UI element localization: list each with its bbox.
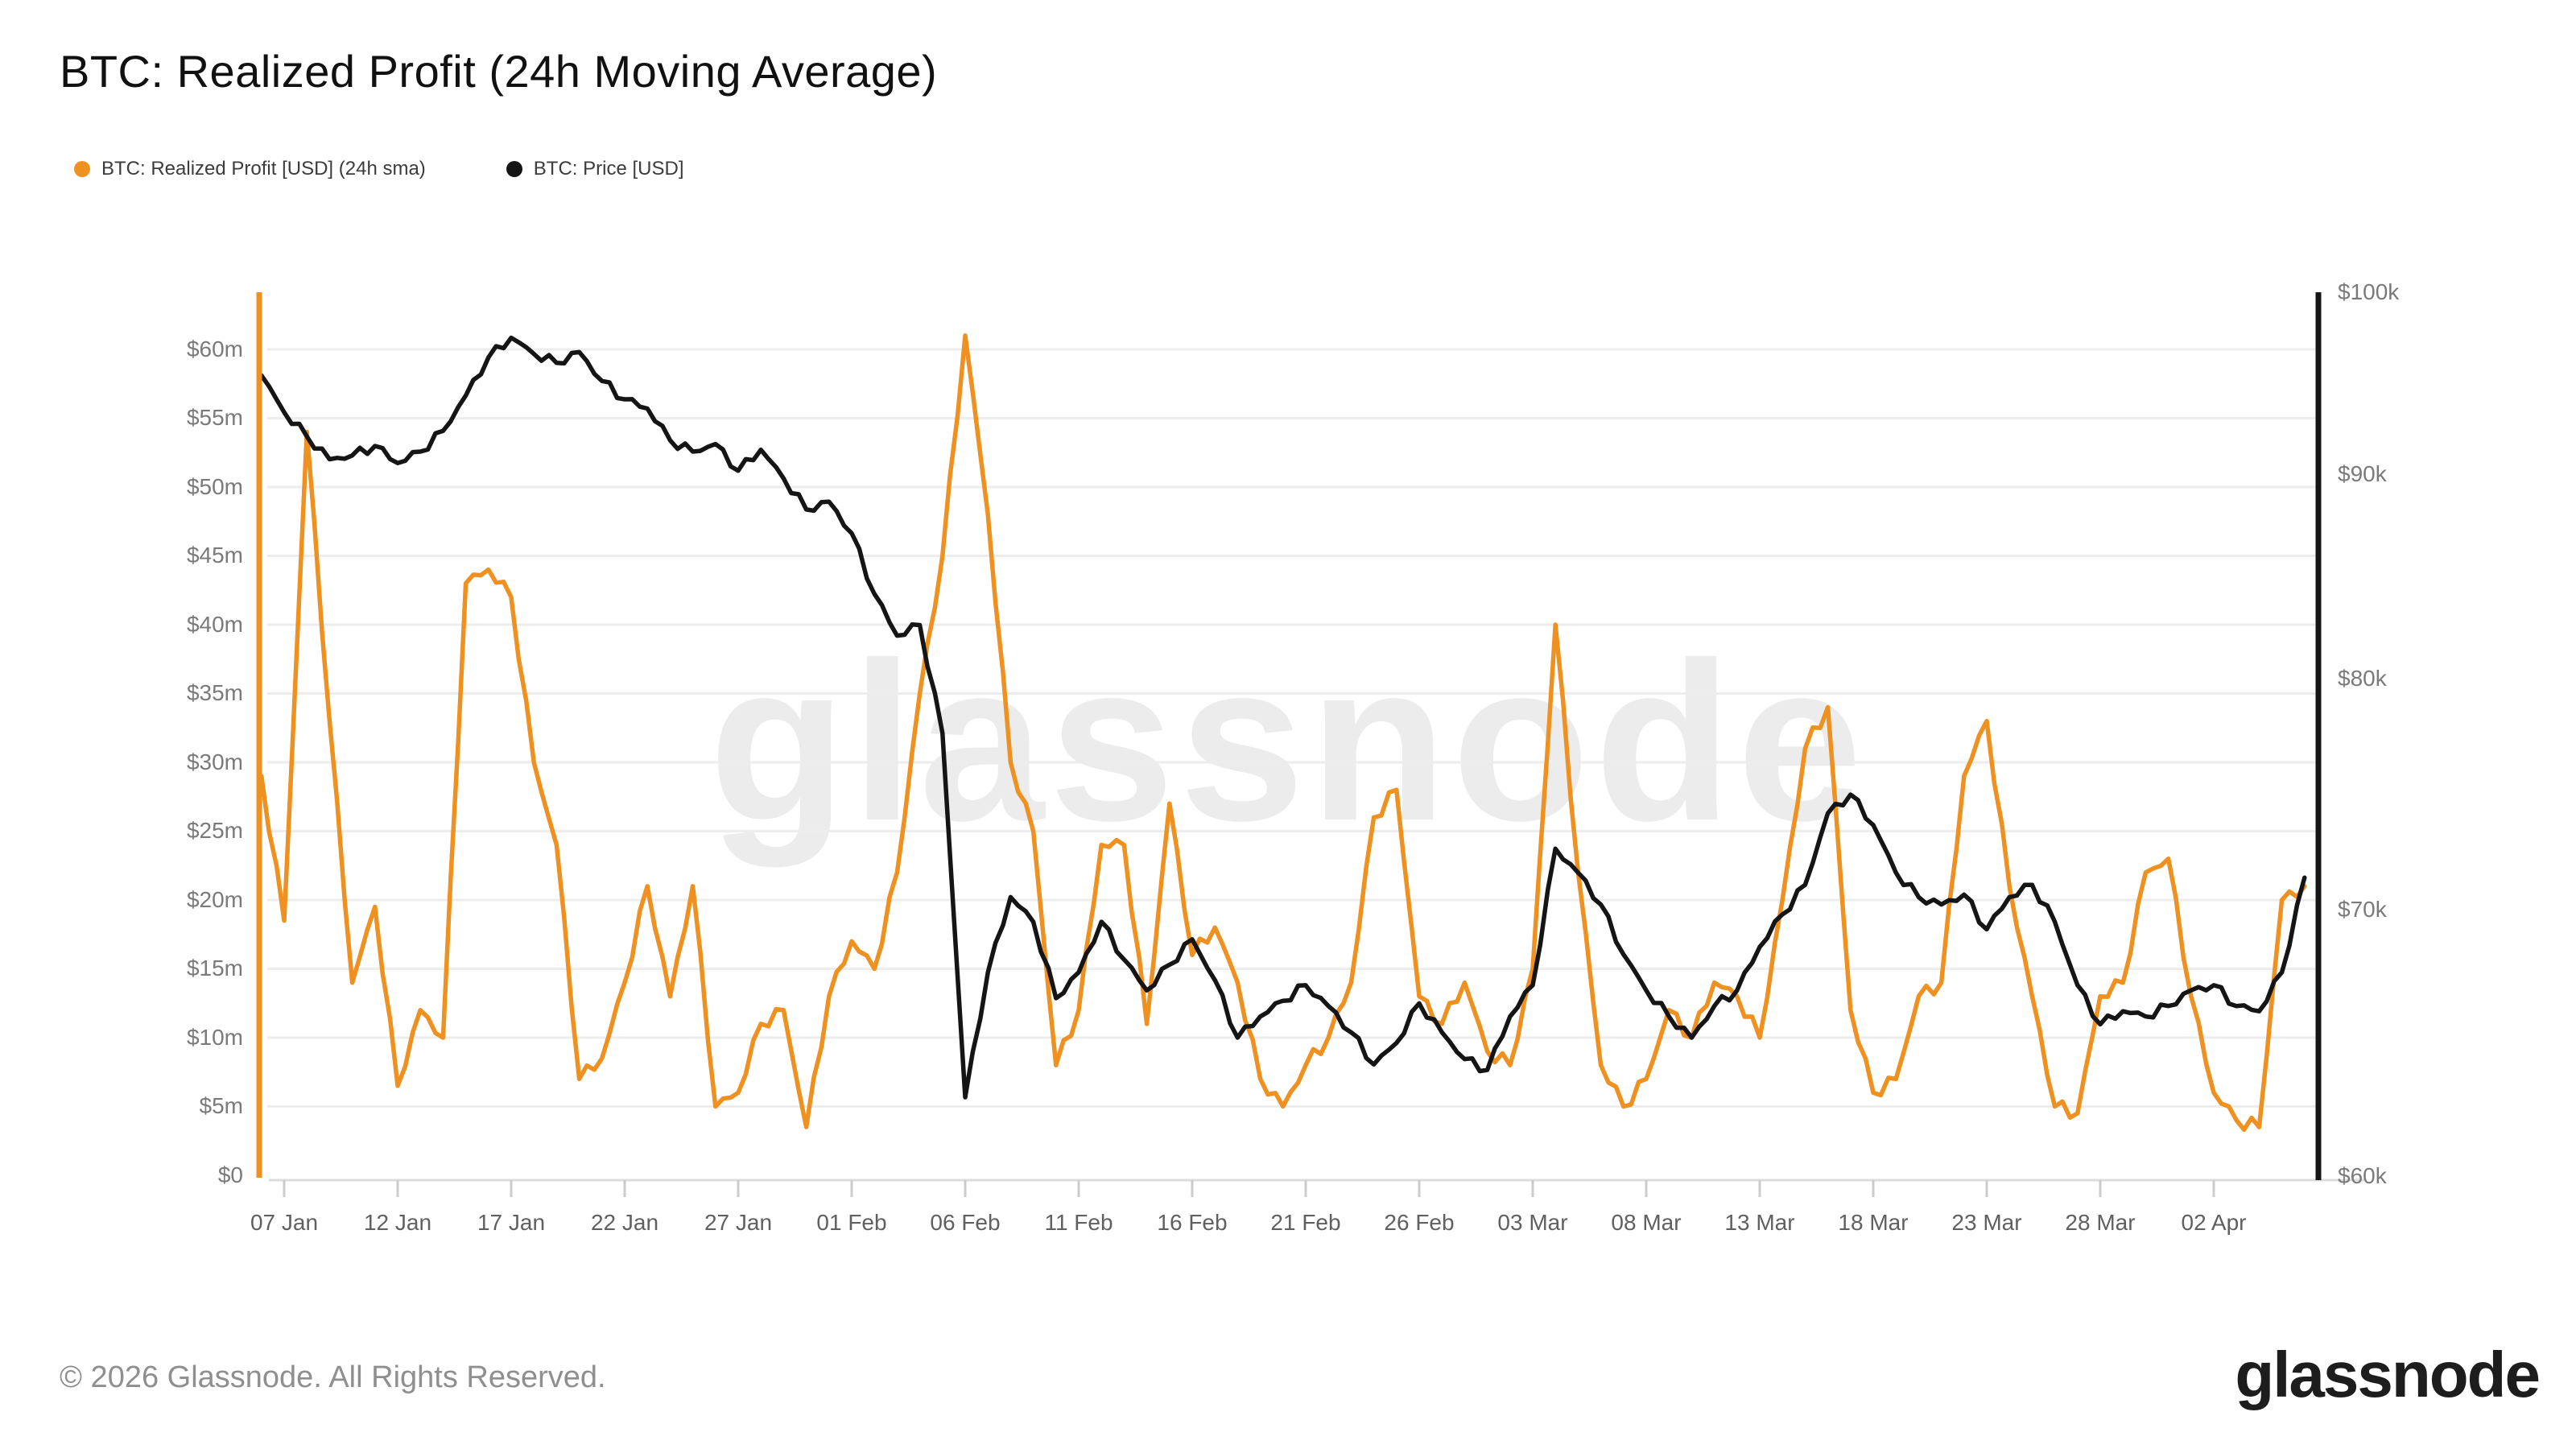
legend-item-price[interactable]: BTC: Price [USD] — [506, 158, 684, 180]
y-left-label-40m: $40m — [186, 611, 243, 637]
y-left-label-5m: $5m — [199, 1093, 243, 1119]
x-label-28-Mar: 28 Mar — [2065, 1210, 2136, 1235]
x-label-08-Mar: 08 Mar — [1611, 1210, 1682, 1235]
y-right-label-100k: $100k — [2338, 279, 2400, 304]
x-label-07-Jan: 07 Jan — [250, 1210, 319, 1235]
legend-dot-price-icon — [506, 161, 522, 177]
plot-area[interactable] — [259, 292, 2318, 1180]
x-label-01-Feb: 01 Feb — [816, 1210, 887, 1235]
y-right-label-90k: $90k — [2338, 461, 2387, 487]
legend: BTC: Realized Profit [USD] (24h sma) BTC… — [74, 158, 684, 180]
x-label-26-Feb: 26 Feb — [1384, 1210, 1455, 1235]
copyright-text: © 2026 Glassnode. All Rights Reserved. — [60, 1360, 606, 1394]
x-label-13-Mar: 13 Mar — [1724, 1210, 1795, 1235]
legend-label-price: BTC: Price [USD] — [533, 158, 684, 180]
x-label-17-Jan: 17 Jan — [477, 1210, 546, 1235]
x-label-27-Jan: 27 Jan — [704, 1210, 773, 1235]
x-label-23-Mar: 23 Mar — [1951, 1210, 2022, 1235]
y-left-label-25m: $25m — [186, 818, 243, 844]
x-label-12-Jan: 12 Jan — [363, 1210, 432, 1235]
x-label-06-Feb: 06 Feb — [930, 1210, 1001, 1235]
x-label-03-Mar: 03 Mar — [1497, 1210, 1568, 1235]
y-left-label-0: $0 — [217, 1162, 243, 1187]
y-left-label-10m: $10m — [186, 1024, 243, 1050]
x-label-02-Apr: 02 Apr — [2181, 1210, 2247, 1235]
y-left-label-30m: $30m — [186, 749, 243, 774]
y-left-label-20m: $20m — [186, 886, 243, 912]
x-label-11-Feb: 11 Feb — [1044, 1210, 1113, 1235]
y-left-label-55m: $55m — [186, 405, 243, 431]
y-right-label-60k: $60k — [2338, 1163, 2387, 1189]
x-label-22-Jan: 22 Jan — [590, 1210, 659, 1235]
y-left-label-15m: $15m — [186, 956, 243, 981]
x-label-18-Mar: 18 Mar — [1838, 1210, 1909, 1235]
glassnode-logo: glassnode — [2235, 1339, 2541, 1410]
glassnode-watermark: glassnode — [708, 617, 1868, 868]
y-right-label-80k: $80k — [2338, 665, 2387, 691]
page-title: BTC: Realized Profit (24h Moving Average… — [60, 46, 938, 97]
legend-dot-realized-profit-icon — [74, 161, 90, 177]
legend-item-realized-profit[interactable]: BTC: Realized Profit [USD] (24h sma) — [74, 158, 426, 180]
series-realized-profit-line — [259, 333, 2307, 1133]
legend-label-realized-profit: BTC: Realized Profit [USD] (24h sma) — [101, 158, 426, 180]
y-left-label-35m: $35m — [186, 680, 243, 706]
y-right-label-70k: $70k — [2338, 896, 2387, 922]
x-label-16-Feb: 16 Feb — [1157, 1210, 1228, 1235]
y-left-label-60m: $60m — [186, 336, 243, 361]
series-price-line — [259, 335, 2307, 1100]
x-label-21-Feb: 21 Feb — [1270, 1210, 1341, 1235]
y-left-label-50m: $50m — [186, 473, 243, 499]
y-left-label-45m: $45m — [186, 543, 243, 568]
